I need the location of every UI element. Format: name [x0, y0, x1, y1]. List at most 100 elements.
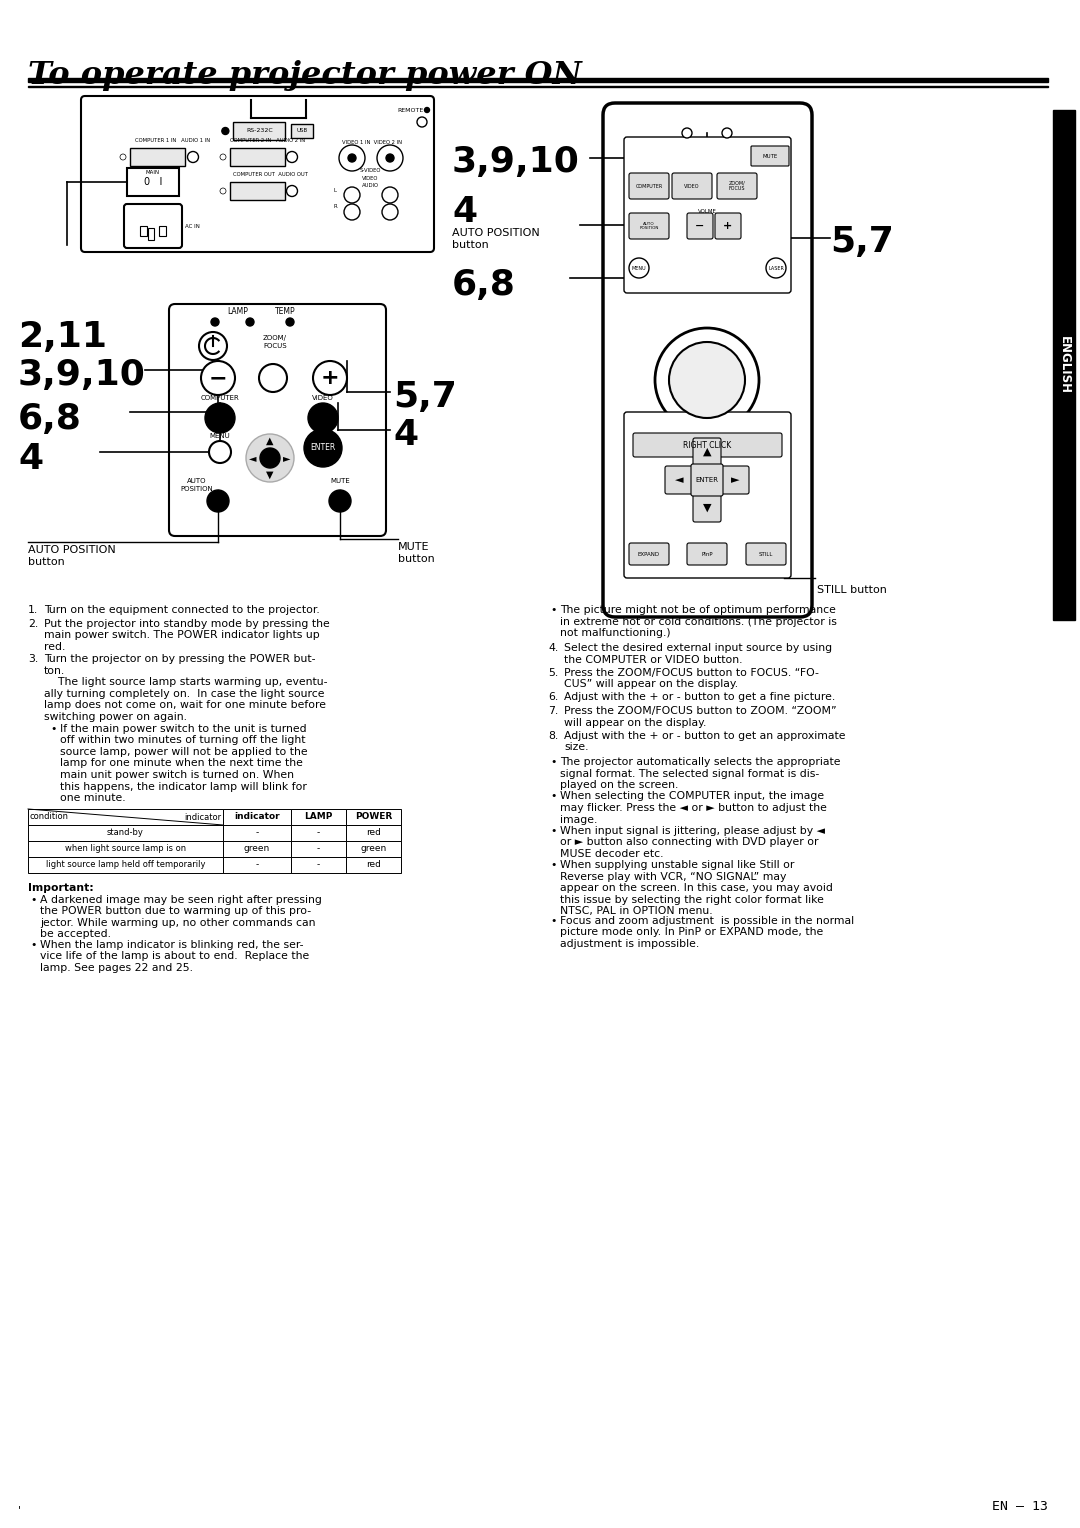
Text: 4: 4: [18, 442, 43, 477]
Text: MUTE: MUTE: [762, 153, 778, 159]
Text: MUTE: MUTE: [399, 542, 430, 552]
Text: 3,9,10: 3,9,10: [453, 145, 580, 179]
Bar: [159, 226, 166, 235]
Circle shape: [201, 361, 235, 396]
Text: MUTE: MUTE: [330, 478, 350, 484]
FancyBboxPatch shape: [624, 138, 791, 293]
Text: When the lamp indicator is blinking red, the ser-
vice life of the lamp is about: When the lamp indicator is blinking red,…: [40, 940, 309, 973]
Text: •: •: [550, 792, 556, 802]
FancyBboxPatch shape: [715, 212, 741, 238]
Bar: [222, 857, 291, 872]
FancyBboxPatch shape: [717, 173, 757, 199]
Text: green: green: [244, 845, 270, 854]
Text: ENGLISH: ENGLISH: [1057, 336, 1070, 394]
Text: ▲: ▲: [267, 435, 273, 446]
Bar: [28, 840, 222, 857]
Circle shape: [260, 448, 280, 468]
Text: ENTER: ENTER: [310, 443, 336, 452]
Text: RS-232C: RS-232C: [246, 128, 273, 133]
Circle shape: [723, 128, 732, 138]
Text: COMPUTER: COMPUTER: [635, 183, 663, 188]
Bar: [28, 808, 222, 825]
Text: RIGHT CLICK: RIGHT CLICK: [683, 440, 731, 449]
Text: 4: 4: [453, 196, 477, 229]
Text: EN – 13: EN – 13: [993, 1500, 1048, 1513]
Bar: [127, 168, 179, 196]
Circle shape: [417, 118, 427, 127]
FancyBboxPatch shape: [746, 542, 786, 565]
Bar: [230, 182, 285, 200]
Circle shape: [221, 127, 229, 134]
Circle shape: [654, 329, 759, 432]
Circle shape: [286, 318, 294, 325]
Text: USB: USB: [297, 128, 308, 133]
Text: VIDEO: VIDEO: [362, 176, 378, 180]
Text: 2,11: 2,11: [18, 319, 107, 354]
Text: red: red: [366, 860, 381, 869]
FancyBboxPatch shape: [603, 102, 812, 617]
Text: PInP: PInP: [701, 552, 713, 556]
Circle shape: [246, 434, 294, 481]
Text: 5.: 5.: [548, 668, 558, 678]
Circle shape: [308, 403, 338, 432]
Text: 0   I: 0 I: [144, 177, 162, 186]
Text: ▲: ▲: [703, 448, 712, 457]
Circle shape: [669, 342, 745, 419]
Text: VOLME: VOLME: [698, 209, 716, 214]
Circle shape: [211, 318, 219, 325]
Text: -: -: [255, 860, 258, 869]
Text: EXPAND: EXPAND: [638, 552, 660, 556]
Text: When input signal is jittering, please adjust by ◄
or ► button also connecting w: When input signal is jittering, please a…: [561, 825, 825, 859]
Text: 7.: 7.: [548, 706, 558, 717]
Text: Turn on the equipment connected to the projector.: Turn on the equipment connected to the p…: [44, 605, 320, 614]
Circle shape: [345, 186, 360, 203]
Bar: [291, 808, 346, 825]
Text: ZOOM/: ZOOM/: [264, 335, 287, 341]
Bar: [28, 857, 222, 872]
Text: Put the projector into standby mode by pressing the
main power switch. The POWER: Put the projector into standby mode by p…: [44, 619, 329, 652]
Circle shape: [207, 490, 229, 512]
Text: 5,7: 5,7: [393, 380, 457, 414]
Bar: [222, 825, 291, 840]
Text: REMOTE: REMOTE: [396, 107, 423, 113]
Text: ►: ►: [731, 475, 739, 484]
Text: The picture might not be of optimum performance
in extreme hot or cold condition: The picture might not be of optimum perf…: [561, 605, 837, 639]
FancyBboxPatch shape: [672, 173, 712, 199]
Text: When supplying unstable signal like Still or
Reverse play with VCR, “NO SIGNAL” : When supplying unstable signal like Stil…: [561, 860, 833, 917]
Text: FOCUS: FOCUS: [264, 342, 287, 348]
Text: To operate projector power ON: To operate projector power ON: [28, 60, 582, 92]
Text: +: +: [724, 222, 732, 231]
Bar: [140, 226, 147, 235]
Bar: [292, 124, 313, 138]
Text: AUTO
POSITION: AUTO POSITION: [639, 222, 659, 231]
Text: COMPUTER OUT  AUDIO OUT: COMPUTER OUT AUDIO OUT: [233, 173, 308, 177]
Text: •: •: [550, 605, 556, 614]
Text: POWER: POWER: [355, 813, 392, 822]
Text: when light source lamp is on: when light source lamp is on: [65, 845, 186, 854]
Text: STILL: STILL: [759, 552, 773, 556]
Text: Focus and zoom adjustment  is possible in the normal
picture mode only. In PinP : Focus and zoom adjustment is possible in…: [561, 915, 854, 949]
Text: AUTO: AUTO: [187, 478, 206, 484]
Text: 4: 4: [393, 419, 418, 452]
Text: Adjust with the + or - button to get an approximate
size.: Adjust with the + or - button to get an …: [564, 730, 846, 752]
Text: 3,9,10: 3,9,10: [18, 358, 146, 393]
Text: ▼: ▼: [703, 503, 712, 513]
Circle shape: [199, 332, 227, 361]
Text: button: button: [399, 555, 435, 564]
Text: +: +: [321, 368, 339, 388]
Text: L: L: [334, 188, 337, 193]
Circle shape: [345, 205, 360, 220]
Text: 2.: 2.: [28, 619, 38, 628]
Circle shape: [303, 429, 342, 468]
Bar: [291, 857, 346, 872]
Text: Important:: Important:: [28, 883, 94, 892]
Text: 8.: 8.: [548, 730, 558, 741]
FancyBboxPatch shape: [629, 173, 669, 199]
FancyBboxPatch shape: [624, 413, 791, 578]
Bar: [346, 808, 401, 825]
Circle shape: [220, 188, 226, 194]
Circle shape: [329, 490, 351, 512]
Bar: [346, 825, 401, 840]
Text: The projector automatically selects the appropriate
signal format. The selected : The projector automatically selects the …: [561, 758, 840, 790]
Text: Turn the projector on by pressing the POWER but-
ton.
    The light source lamp : Turn the projector on by pressing the PO…: [44, 654, 327, 723]
